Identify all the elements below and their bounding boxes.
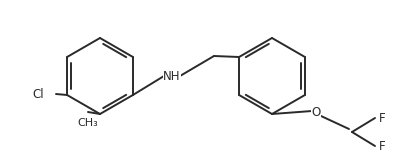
Text: CH₃: CH₃ — [78, 118, 98, 128]
Text: NH: NH — [163, 69, 181, 83]
Text: Cl: Cl — [32, 88, 44, 100]
Text: O: O — [311, 107, 321, 119]
Text: F: F — [379, 112, 386, 124]
Text: F: F — [379, 140, 386, 152]
